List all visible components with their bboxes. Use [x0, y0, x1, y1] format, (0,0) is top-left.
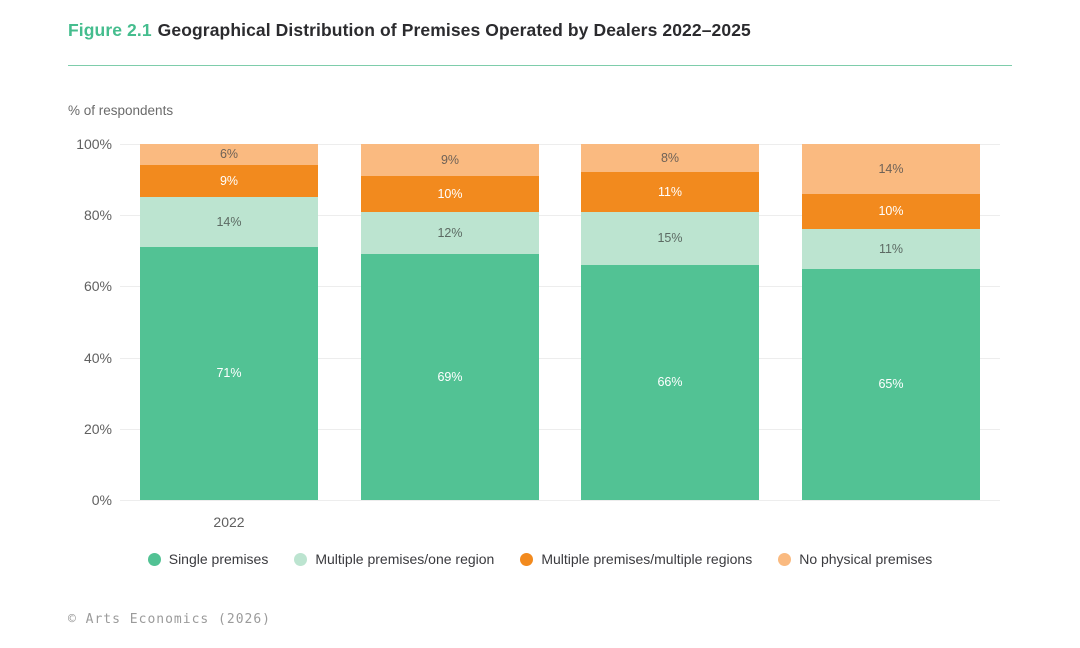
legend: Single premises Multiple premises/one reg…	[0, 551, 1080, 567]
legend-item: Single premises	[147, 551, 269, 567]
legend-label: Multiple premises/one region	[315, 551, 495, 567]
bar-segment-value: 9%	[219, 174, 239, 189]
bar-segment-value: 10%	[437, 186, 463, 201]
bar-segment: 9%	[140, 165, 318, 198]
legend-swatch-icon	[147, 552, 161, 566]
legend-item: Multiple premises/one region	[294, 551, 494, 567]
figure-number: Figure 2.1	[68, 20, 152, 40]
bar-segment-value: 71%	[216, 366, 242, 381]
legend-swatch-icon	[294, 552, 308, 566]
bar-segment: 14%	[140, 197, 318, 248]
legend-label: Single premises	[168, 551, 269, 567]
gridline	[120, 428, 1000, 430]
stacked-bar: 71% 14% 9% 6%	[140, 144, 318, 500]
y-axis-tick-label: 20%	[83, 420, 112, 437]
bar-segment: 65%	[802, 268, 980, 500]
bar-segment: 11%	[581, 172, 759, 212]
bar-segment: 8%	[581, 144, 759, 173]
stacked-bar: 69% 12% 10% 9%	[361, 144, 539, 500]
gridline	[120, 500, 1000, 501]
legend-label: Multiple premises/multiple regions	[541, 551, 753, 567]
legend-label: No physical premises	[799, 551, 933, 567]
bar-segment: 12%	[361, 211, 539, 255]
gridline	[120, 215, 1000, 217]
bar-segment: 66%	[581, 265, 759, 500]
title-divider	[68, 65, 1012, 66]
legend-item: Multiple premises/multiple regions	[520, 551, 752, 567]
x-axis-tick-label: 2022	[213, 514, 245, 530]
bar-segment: 11%	[802, 229, 980, 269]
y-axis-tick-label: 100%	[76, 136, 112, 152]
bar-segment: 15%	[581, 211, 759, 266]
bar-segment-value: 14%	[878, 161, 904, 176]
bar-segment-value: 15%	[657, 231, 683, 246]
bar-segment-value: 6%	[219, 147, 239, 162]
legend-swatch-icon	[520, 552, 534, 566]
y-axis-tick-label: 60%	[83, 278, 112, 295]
bar-segment-value: 11%	[657, 184, 683, 199]
y-axis-tick-label: 80%	[83, 207, 112, 224]
y-axis-tick-label: 40%	[83, 349, 112, 366]
stacked-bar: 65% 11% 10% 14%	[802, 144, 980, 500]
bar-segment-value: 65%	[878, 377, 904, 392]
gridline	[120, 144, 1000, 145]
gridline	[120, 357, 1000, 359]
bar-segment-value: 8%	[660, 151, 680, 165]
bar-segment: 71%	[140, 247, 318, 500]
bar-segment: 6%	[140, 144, 318, 166]
bar-segment: 14%	[802, 144, 980, 194]
legend-item: No physical premises	[778, 551, 932, 567]
legend-swatch-icon	[778, 552, 792, 566]
bar-segment-value: 69%	[437, 369, 463, 384]
copyright: © Arts Economics (2026)	[68, 612, 272, 627]
bar-segment: 9%	[361, 144, 539, 177]
figure-title-text: Geographical Distribution of Premises Op…	[157, 20, 751, 40]
gridline	[120, 286, 1000, 288]
bar-segment-value: 9%	[440, 152, 460, 167]
figure-title: Figure 2.1 Geographical Distribution of P…	[68, 20, 751, 41]
bar-segment-value: 12%	[437, 225, 463, 240]
stacked-bar: 66% 15% 11% 8%	[581, 144, 759, 500]
bar-segment-value: 66%	[657, 375, 683, 390]
bar-segment: 10%	[361, 176, 539, 212]
bar-segment: 69%	[361, 254, 539, 500]
bar-segment-value: 11%	[878, 241, 904, 256]
y-axis-tick-label: 0%	[91, 492, 112, 508]
bar-segment: 10%	[802, 193, 980, 230]
bar-segment-value: 14%	[216, 215, 242, 230]
y-axis-title: % of respondents	[68, 103, 174, 118]
bar-segment-value: 10%	[878, 204, 904, 219]
